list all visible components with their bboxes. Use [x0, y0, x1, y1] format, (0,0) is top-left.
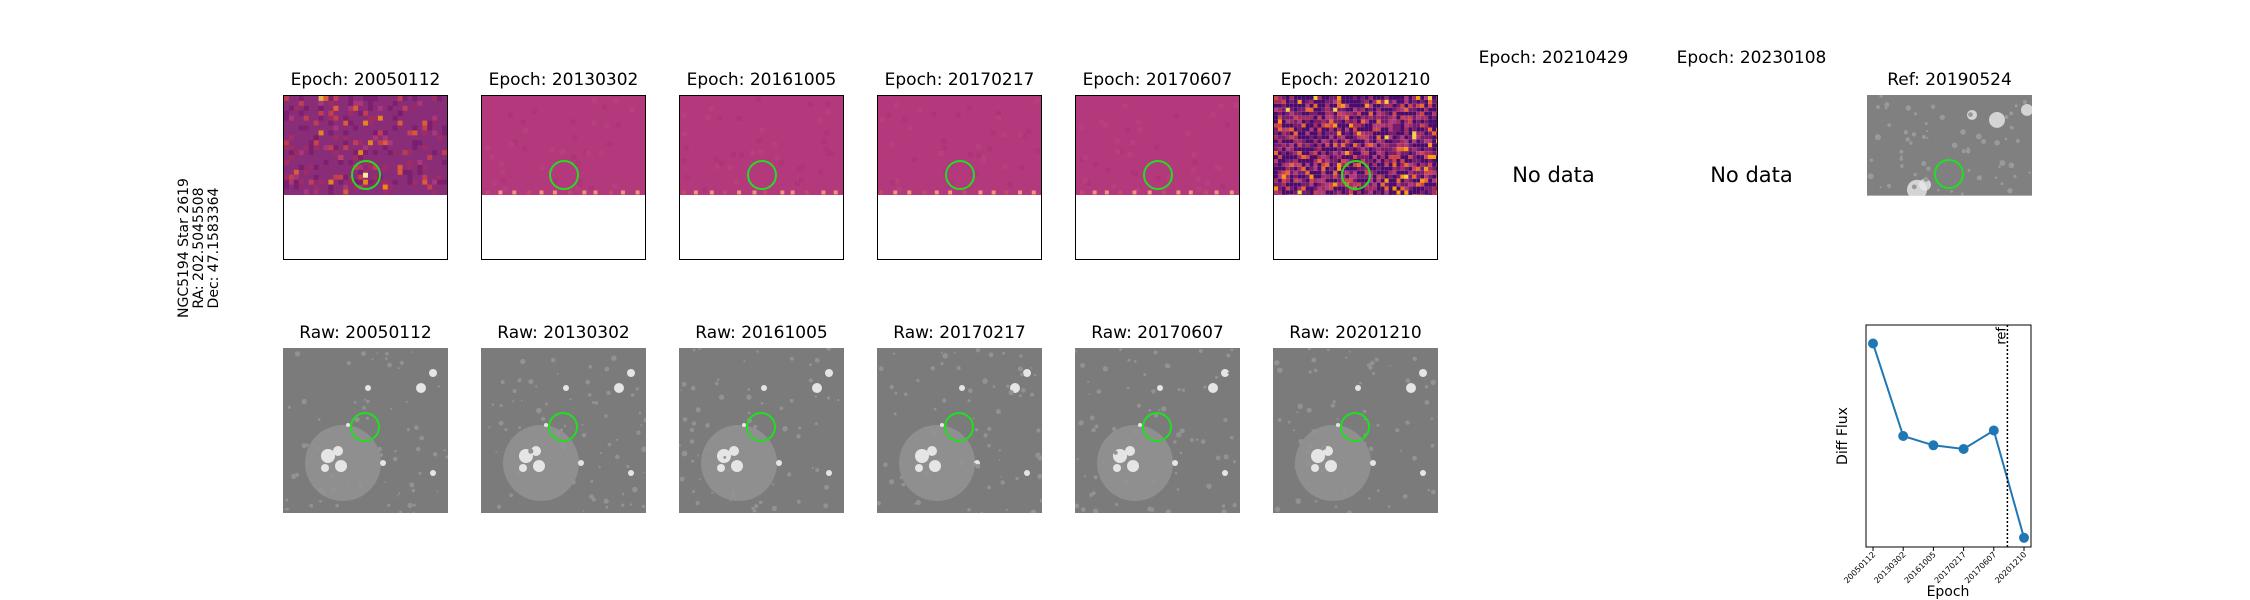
diff-image-1 [482, 96, 645, 196]
x-tick-label: 20161005 [1903, 550, 1938, 585]
raw-title-1: Raw: 20130302 [497, 323, 630, 343]
target-ring [944, 412, 974, 442]
raw-panel-1[interactable] [481, 348, 646, 513]
data-point [1898, 431, 1909, 441]
star-dec: Dec: 47.1583364 [206, 187, 222, 309]
target-ring [1934, 159, 1964, 189]
x-tick-label: 20050112 [1842, 550, 1877, 585]
diff-panel-0[interactable] [283, 95, 448, 260]
diff-title-6: Epoch: 20210429 [1478, 48, 1629, 68]
ref-panel[interactable] [1867, 95, 2032, 260]
target-ring [945, 160, 975, 190]
raw-title-0: Raw: 20050112 [299, 323, 432, 343]
raw-title-5: Raw: 20201210 [1289, 323, 1422, 343]
ref-image [1867, 95, 2032, 196]
y-axis-label: Diff Flux [1835, 407, 1851, 465]
no-data-label-7: No data [1710, 163, 1793, 187]
target-ring [350, 412, 380, 442]
data-point [1958, 444, 1969, 454]
diff-title-2: Epoch: 20161005 [686, 70, 837, 90]
ref-line-label: ref [1994, 327, 2009, 345]
diff-title-3: Epoch: 20170217 [884, 70, 1035, 90]
target-ring [746, 412, 776, 442]
raw-title-4: Raw: 20170607 [1091, 323, 1224, 343]
target-ring [747, 160, 777, 190]
x-tick-label: 20130302 [1872, 550, 1907, 585]
diff-panel-2[interactable] [679, 95, 844, 260]
star-ra: RA: 202.5045508 [191, 187, 207, 309]
raw-panel-3[interactable] [877, 348, 1042, 513]
series-line [1872, 343, 2025, 539]
x-tick-label: 20170607 [1963, 550, 1998, 585]
target-ring [549, 160, 579, 190]
target-ring [1142, 412, 1172, 442]
raw-panel-2[interactable] [679, 348, 844, 513]
raw-image-4 [1075, 348, 1240, 513]
diff-title-4: Epoch: 20170607 [1082, 70, 1233, 90]
target-ring [548, 412, 578, 442]
diff-title-0: Epoch: 20050112 [290, 70, 441, 90]
x-axis-label: Epoch [1927, 584, 1970, 600]
diff-title-5: Epoch: 20201210 [1280, 70, 1431, 90]
no-data-label-6: No data [1512, 163, 1595, 187]
diff-title-7: Epoch: 20230108 [1676, 48, 1827, 68]
light-curve-chart: Diff Flux Epoch 200501122013030220161005… [1835, 324, 2032, 600]
diff-title-1: Epoch: 20130302 [488, 70, 639, 90]
raw-image-2 [679, 348, 844, 513]
x-tick-label: 20201210 [1993, 550, 2028, 585]
raw-panel-5[interactable] [1273, 348, 1438, 513]
star-name: NGC5194 Star 2619 [176, 178, 192, 318]
star-label-text: NGC5194 Star 2619 RA: 202.5045508 Dec: 4… [176, 178, 222, 318]
ref-title: Ref: 20190524 [1887, 70, 2012, 90]
x-tick-label: 20170217 [1933, 550, 1968, 585]
diff-panel-4[interactable] [1075, 95, 1240, 260]
diff-panel-1[interactable] [481, 95, 646, 260]
target-ring [1341, 160, 1371, 190]
data-point [1928, 440, 1939, 451]
raw-panel-0[interactable] [283, 348, 448, 513]
diff-image-5 [1274, 96, 1437, 196]
target-ring [351, 160, 381, 190]
target-ring [1143, 160, 1173, 190]
raw-title-3: Raw: 20170217 [893, 323, 1026, 343]
data-point [2019, 532, 2029, 543]
raw-panel-4[interactable] [1075, 348, 1240, 513]
diff-panel-3[interactable] [877, 95, 1042, 260]
diff-panel-5[interactable] [1273, 95, 1438, 260]
raw-image-1 [481, 348, 646, 513]
data-point [1988, 425, 1999, 436]
plot-frame [1865, 324, 2032, 548]
target-ring [1340, 412, 1370, 442]
raw-title-2: Raw: 20161005 [695, 323, 828, 343]
data-point [1868, 338, 1878, 349]
